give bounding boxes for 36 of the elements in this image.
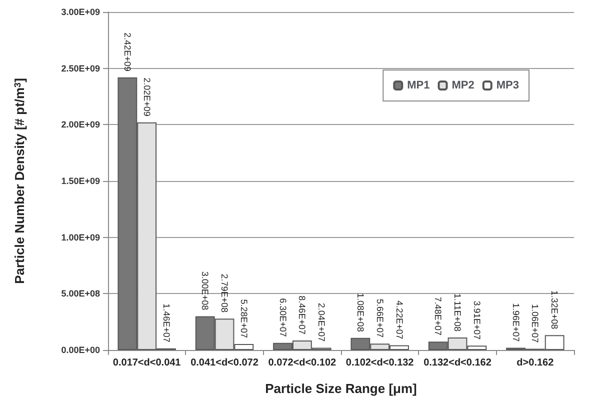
data-label: 5.66E+07 — [374, 298, 385, 338]
x-tick-label: 0.041<d<0.072 — [190, 358, 259, 368]
data-label: 3.00E+08 — [200, 271, 210, 310]
y-tick-label: 1.00E+09 — [61, 232, 100, 242]
data-label: 2.02E+09 — [142, 78, 152, 116]
x-tick-label: d>0.162 — [516, 358, 554, 368]
data-label: 7.48E+07 — [433, 296, 444, 336]
data-label: 2.04E+07 — [316, 302, 327, 342]
legend-label: MP3 — [496, 80, 520, 92]
data-label: 1.08E+08 — [355, 293, 366, 332]
data-label: 8.46E+07 — [297, 296, 308, 334]
data-label: 1.46E+07 — [161, 304, 172, 342]
data-label: 5.28E+07 — [238, 299, 249, 338]
data-label: 1.06E+07 — [530, 304, 540, 343]
x-tick-label: 0.102<d<0.132 — [346, 358, 414, 368]
legend-label: MP2 — [452, 80, 474, 92]
data-label: 3.91E+07 — [472, 300, 482, 340]
data-label: 4.22E+07 — [394, 300, 404, 340]
y-tick-label: 0.00E+00 — [61, 345, 100, 355]
y-tick-label: 1.50E+09 — [61, 176, 100, 186]
x-tick-label: 0.017<d<0.041 — [112, 358, 182, 368]
data-label: 6.30E+07 — [278, 298, 288, 337]
y-tick-label: 2.50E+09 — [61, 63, 100, 74]
data-label: 2.42E+09 — [122, 32, 132, 72]
data-label: 1.96E+07 — [510, 302, 521, 342]
y-axis-title: Particle Number Density [# pt/m3] — [12, 78, 27, 284]
data-label: 2.79E+08 — [220, 274, 230, 313]
x-axis-title: Particle Size Range [μm] — [265, 381, 417, 396]
x-tick-label: 0.132<d<0.162 — [424, 358, 492, 368]
y-tick-label: 2.00E+09 — [61, 120, 100, 130]
data-label: 1.11E+08 — [452, 293, 462, 332]
y-tick-label: 5.00E+08 — [61, 288, 100, 299]
data-label: 1.32E+08 — [550, 290, 560, 330]
legend-label: MP1 — [407, 80, 430, 92]
y-tick-label: 3.00E+09 — [61, 7, 100, 17]
x-tick-label: 0.072<d<0.102 — [268, 358, 337, 368]
